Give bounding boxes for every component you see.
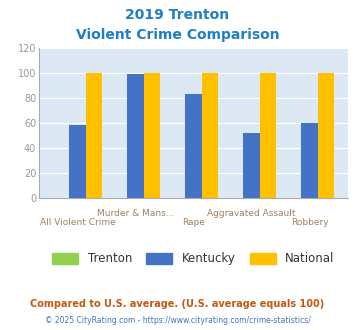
Legend: Trenton, Kentucky, National: Trenton, Kentucky, National — [48, 248, 339, 270]
Text: Compared to U.S. average. (U.S. average equals 100): Compared to U.S. average. (U.S. average … — [31, 299, 324, 309]
Text: © 2025 CityRating.com - https://www.cityrating.com/crime-statistics/: © 2025 CityRating.com - https://www.city… — [45, 316, 310, 325]
Bar — [127, 74, 143, 198]
Text: Violent Crime Comparison: Violent Crime Comparison — [76, 28, 279, 42]
Text: Robbery: Robbery — [291, 218, 328, 227]
Bar — [185, 94, 202, 198]
Text: Aggravated Assault: Aggravated Assault — [207, 209, 296, 218]
Bar — [318, 73, 334, 198]
Text: Rape: Rape — [182, 218, 205, 227]
Bar — [244, 133, 260, 198]
Bar — [143, 73, 160, 198]
Bar — [301, 123, 318, 198]
Bar — [260, 73, 276, 198]
Text: 2019 Trenton: 2019 Trenton — [125, 8, 230, 22]
Bar — [202, 73, 218, 198]
Bar — [69, 125, 86, 198]
Text: Murder & Mans...: Murder & Mans... — [97, 209, 174, 218]
Bar — [86, 73, 102, 198]
Text: All Violent Crime: All Violent Crime — [39, 218, 115, 227]
